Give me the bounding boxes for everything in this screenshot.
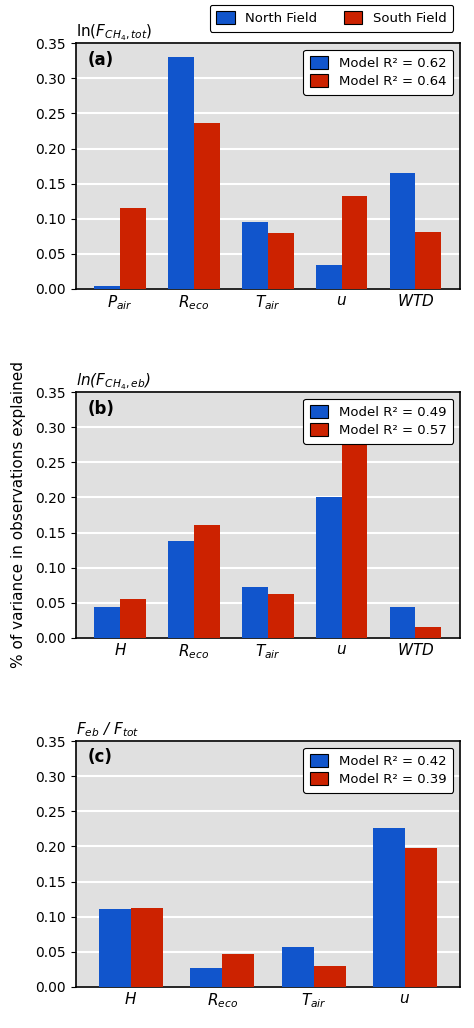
Bar bbox=[342, 195, 367, 289]
Bar bbox=[242, 222, 268, 289]
Bar bbox=[222, 954, 254, 987]
Bar bbox=[313, 966, 346, 987]
Text: (c): (c) bbox=[87, 748, 112, 767]
Legend: Model R² = 0.62, Model R² = 0.64: Model R² = 0.62, Model R² = 0.64 bbox=[303, 49, 453, 95]
Bar bbox=[99, 909, 131, 987]
Legend: Model R² = 0.42, Model R² = 0.39: Model R² = 0.42, Model R² = 0.39 bbox=[303, 747, 453, 793]
Bar bbox=[194, 525, 220, 638]
Bar bbox=[405, 848, 437, 987]
Bar bbox=[268, 594, 294, 638]
Bar bbox=[390, 607, 416, 638]
Bar bbox=[316, 498, 342, 638]
Bar bbox=[194, 122, 220, 289]
Bar bbox=[373, 829, 405, 987]
Bar bbox=[316, 265, 342, 289]
Bar bbox=[342, 439, 367, 638]
Text: % of variance in observations explained: % of variance in observations explained bbox=[11, 361, 27, 667]
Bar bbox=[416, 232, 441, 289]
Text: (b): (b) bbox=[87, 400, 114, 417]
Bar bbox=[190, 968, 222, 987]
Bar bbox=[120, 599, 146, 638]
Text: (a): (a) bbox=[87, 50, 113, 69]
Bar bbox=[416, 627, 441, 638]
Bar bbox=[94, 286, 120, 289]
Text: ln($F_{CH_4, tot}$): ln($F_{CH_4, tot}$) bbox=[76, 23, 153, 43]
Bar bbox=[131, 908, 163, 987]
Bar bbox=[268, 232, 294, 289]
Bar bbox=[390, 173, 416, 289]
Bar bbox=[168, 541, 194, 638]
Text: $F_{eb}$ / $F_{tot}$: $F_{eb}$ / $F_{tot}$ bbox=[76, 721, 139, 739]
Legend: Model R² = 0.49, Model R² = 0.57: Model R² = 0.49, Model R² = 0.57 bbox=[303, 399, 453, 443]
Bar bbox=[168, 58, 194, 289]
Bar bbox=[242, 587, 268, 638]
Bar bbox=[120, 209, 146, 289]
Text: ln($F_{CH_4, eb}$): ln($F_{CH_4, eb}$) bbox=[76, 371, 151, 392]
Bar bbox=[94, 607, 120, 638]
Bar bbox=[282, 947, 313, 987]
